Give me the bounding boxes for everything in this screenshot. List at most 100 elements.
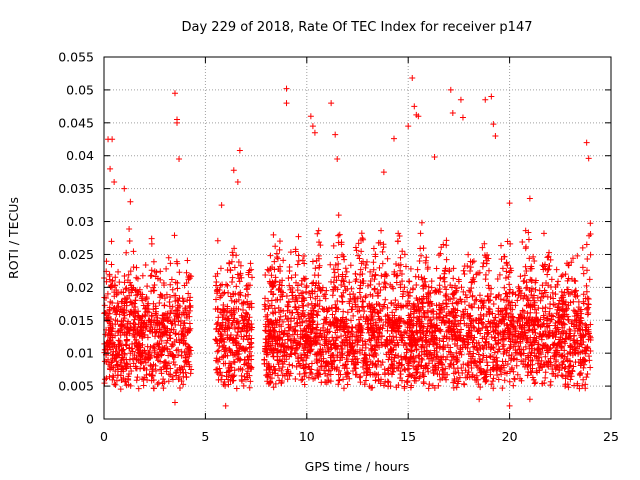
data-point	[507, 310, 514, 317]
data-point	[238, 333, 245, 340]
data-point	[178, 331, 185, 338]
data-point	[440, 366, 447, 373]
data-point	[177, 369, 184, 376]
data-point	[338, 292, 345, 299]
data-point	[353, 276, 360, 283]
data-point	[234, 329, 241, 336]
data-point-outlier	[476, 396, 483, 403]
data-point	[587, 220, 594, 227]
data-point	[587, 251, 594, 258]
data-point	[233, 298, 240, 305]
data-point	[364, 303, 371, 310]
data-point	[131, 300, 138, 307]
data-point	[576, 370, 583, 377]
data-point	[229, 252, 236, 259]
data-point	[148, 272, 155, 279]
data-point	[187, 304, 194, 311]
data-point	[216, 325, 223, 332]
data-point-outlier	[585, 155, 592, 162]
data-point	[133, 336, 140, 343]
data-point	[307, 294, 314, 301]
data-point-outlier	[309, 123, 316, 130]
data-point	[157, 268, 164, 275]
data-point	[528, 349, 535, 356]
data-point	[561, 289, 568, 296]
data-point	[123, 249, 130, 256]
data-point	[176, 269, 183, 276]
data-point	[470, 274, 477, 281]
data-point	[144, 334, 151, 341]
data-point	[224, 282, 231, 289]
data-point	[463, 294, 470, 301]
data-point	[128, 367, 135, 374]
data-point	[134, 330, 141, 337]
data-point	[235, 348, 242, 355]
data-point	[114, 290, 121, 297]
data-point	[172, 370, 179, 377]
data-point	[467, 268, 474, 275]
data-point	[285, 298, 292, 305]
data-point	[246, 372, 253, 379]
data-point	[327, 261, 334, 268]
data-point	[178, 337, 185, 344]
data-point	[517, 273, 524, 280]
data-point	[231, 367, 238, 374]
data-point	[265, 267, 272, 274]
data-point	[540, 230, 547, 237]
data-point	[174, 285, 181, 292]
data-point	[361, 381, 368, 388]
data-points	[101, 75, 594, 409]
data-point	[484, 362, 491, 369]
data-point	[537, 351, 544, 358]
y-tick-labels: 0 0.005 0.01 0.015 0.02 0.025 0.03 0.035 0.04 0.0…	[58, 50, 94, 427]
data-point	[215, 376, 222, 383]
data-point	[128, 284, 135, 291]
data-point	[360, 304, 367, 311]
data-point	[486, 352, 493, 359]
data-point	[560, 358, 567, 365]
data-point	[367, 268, 374, 275]
data-point	[379, 248, 386, 255]
data-point-outlier	[457, 96, 464, 103]
data-point	[176, 295, 183, 302]
data-point	[224, 305, 231, 312]
data-point	[231, 245, 238, 252]
data-point	[131, 316, 138, 323]
data-point	[545, 266, 552, 273]
data-point	[179, 330, 186, 337]
data-point	[227, 332, 234, 339]
data-point	[121, 279, 128, 286]
data-point	[237, 289, 244, 296]
data-point	[381, 341, 388, 348]
data-point	[236, 324, 243, 331]
data-point	[120, 366, 127, 373]
data-point	[456, 374, 463, 381]
data-point	[434, 371, 441, 378]
data-point	[133, 377, 140, 384]
data-point	[561, 347, 568, 354]
data-point	[231, 359, 238, 366]
data-point	[243, 328, 250, 335]
data-point	[186, 361, 193, 368]
data-point	[242, 292, 249, 299]
data-point	[558, 288, 565, 295]
data-point	[528, 276, 535, 283]
data-point	[106, 306, 113, 313]
data-point	[482, 276, 489, 283]
data-point	[425, 385, 432, 392]
data-point	[213, 357, 220, 364]
data-point	[539, 305, 546, 312]
data-point	[235, 258, 242, 265]
data-point	[237, 328, 244, 335]
data-point	[120, 309, 127, 316]
data-point	[397, 375, 404, 382]
data-point	[227, 349, 234, 356]
data-point	[287, 249, 294, 256]
data-point	[160, 359, 167, 366]
data-point	[292, 323, 299, 330]
data-point	[106, 373, 113, 380]
data-point	[120, 375, 127, 382]
data-point	[551, 301, 558, 308]
data-point-outlier	[506, 402, 513, 409]
data-point	[339, 298, 346, 305]
